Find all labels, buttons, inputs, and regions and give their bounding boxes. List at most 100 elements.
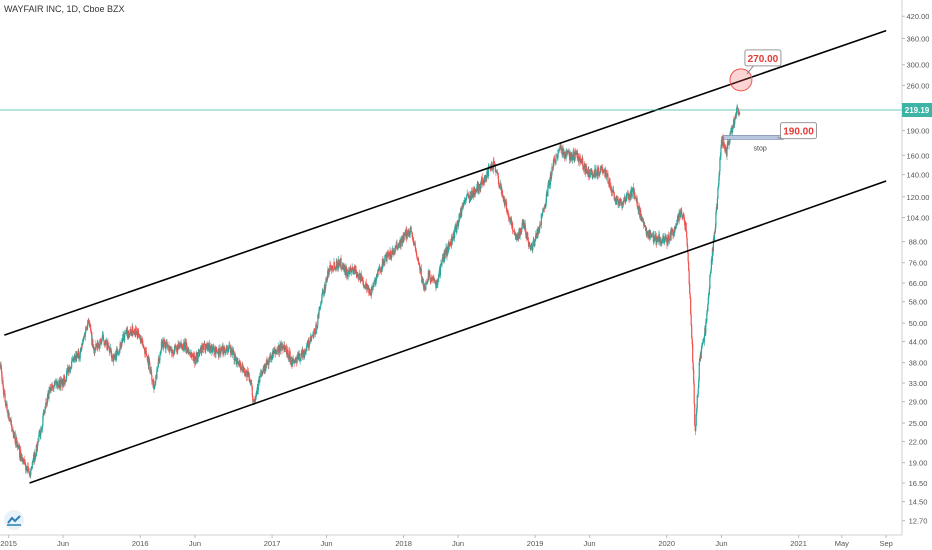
candle-body xyxy=(562,147,564,154)
candle-body xyxy=(232,350,235,355)
candle-body xyxy=(171,349,174,353)
candle-body xyxy=(583,166,585,169)
candle-body xyxy=(571,153,573,155)
candle-body xyxy=(686,231,688,238)
candle-body xyxy=(545,202,547,205)
candle-body xyxy=(309,336,311,342)
candle-body xyxy=(456,223,458,230)
candle-body xyxy=(412,239,414,241)
candle-body xyxy=(409,230,411,236)
candle-body xyxy=(282,347,285,350)
candle-body xyxy=(634,192,636,199)
candle-body xyxy=(327,269,330,274)
candle-body xyxy=(723,144,726,148)
candle-body xyxy=(610,189,613,193)
candle-body xyxy=(469,200,471,201)
candle-body xyxy=(130,331,132,336)
candle-body xyxy=(607,173,609,183)
candle-body xyxy=(474,188,476,195)
candle-body xyxy=(173,345,176,354)
candle-body xyxy=(718,170,721,177)
candle-body xyxy=(184,341,186,350)
candle-body xyxy=(328,268,331,273)
candle-body xyxy=(255,395,257,400)
candle-body xyxy=(653,239,655,242)
y-tick-label: 33.00 xyxy=(909,379,928,388)
candle-body xyxy=(191,353,193,356)
candle-body xyxy=(120,344,122,348)
candle-body xyxy=(166,344,169,347)
y-tick-label: 120.00 xyxy=(907,193,930,202)
candle-body xyxy=(700,349,702,358)
candle-body xyxy=(496,172,499,173)
candle-body xyxy=(400,239,402,247)
candle-body xyxy=(388,253,391,257)
candle-body xyxy=(330,265,332,271)
candle-body xyxy=(158,360,161,363)
candle-body xyxy=(4,401,7,406)
candle-body xyxy=(400,239,403,240)
candle-body xyxy=(213,348,215,352)
candle-body xyxy=(454,226,456,232)
candle-body xyxy=(396,243,398,250)
candle-body xyxy=(572,151,574,158)
candle-body xyxy=(262,367,264,373)
candle-body xyxy=(52,387,55,389)
candle-body xyxy=(464,199,466,202)
candle-body xyxy=(128,334,130,338)
candle-body xyxy=(390,254,393,259)
candle-body xyxy=(547,183,550,186)
candle-body xyxy=(595,173,597,176)
candle-body xyxy=(237,358,239,365)
candle-body xyxy=(31,468,33,470)
candle-body xyxy=(50,387,53,389)
candle-body xyxy=(695,425,697,432)
tradingview-logo-icon[interactable] xyxy=(4,510,24,530)
candle-body xyxy=(619,198,622,203)
candle-body xyxy=(182,346,184,351)
candle-body xyxy=(646,230,648,234)
x-tick-label: Jun xyxy=(189,539,201,548)
candle-body xyxy=(480,181,482,184)
candle-body xyxy=(199,351,201,354)
candle-body xyxy=(157,358,160,368)
candle-body xyxy=(141,338,143,341)
candle-body xyxy=(502,195,504,197)
candles-layer xyxy=(0,103,741,479)
candle-body xyxy=(616,195,618,199)
candle-body xyxy=(715,212,717,227)
candle-body xyxy=(455,224,457,232)
candle-body xyxy=(671,228,674,231)
candle-body xyxy=(274,349,277,354)
candle-body xyxy=(292,357,294,366)
candle-body xyxy=(24,462,26,465)
candle-body xyxy=(143,347,145,349)
candle-body xyxy=(588,169,590,177)
candle-body xyxy=(396,248,399,250)
candle-body xyxy=(567,151,569,153)
candle-body xyxy=(90,328,92,332)
candle-body xyxy=(497,175,500,184)
candle-body xyxy=(430,277,432,282)
candle-body xyxy=(44,409,46,413)
candle-body xyxy=(53,386,55,388)
candle-body xyxy=(420,268,422,277)
candle-body xyxy=(600,168,602,170)
candle-body xyxy=(109,349,111,353)
candle-body xyxy=(540,225,542,226)
candle-body xyxy=(124,333,126,341)
candle-body xyxy=(269,354,272,360)
candle-body xyxy=(582,158,584,166)
candle-body xyxy=(521,228,523,232)
candle-body xyxy=(683,214,685,221)
candle-body xyxy=(331,265,334,270)
candle-body xyxy=(118,349,121,351)
candle-body xyxy=(381,259,384,270)
candle-body xyxy=(143,345,145,348)
candle-body xyxy=(48,390,51,391)
candle-body xyxy=(92,339,94,346)
candle-body xyxy=(493,160,495,162)
target-circle xyxy=(729,68,753,92)
